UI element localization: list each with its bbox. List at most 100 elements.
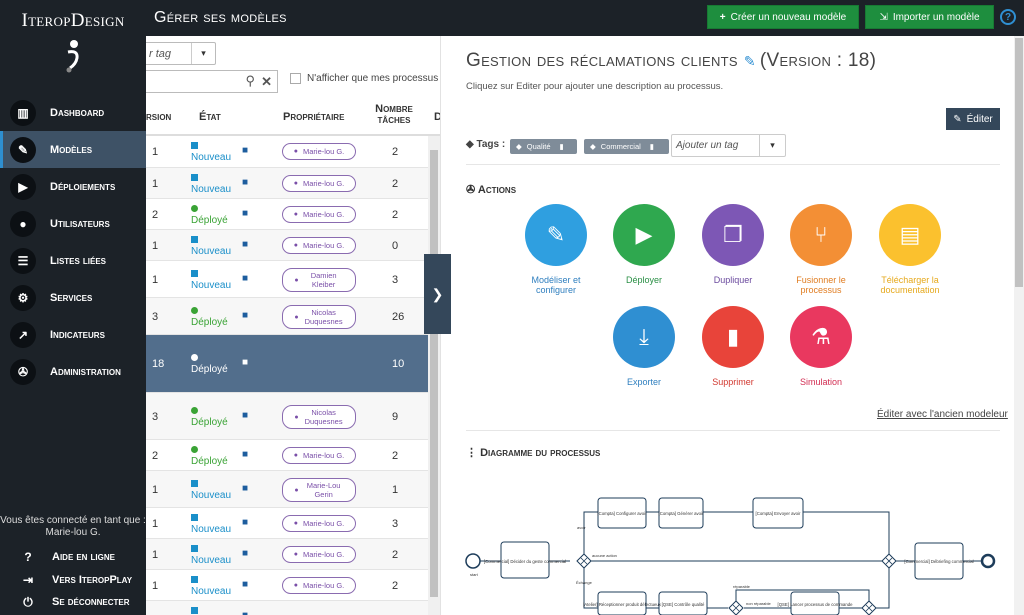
owner-badge[interactable]: ● Marie-lou G. (282, 237, 356, 254)
nav-deploiements[interactable]: ▶ Déploiements (0, 168, 146, 205)
scrollbar-thumb[interactable] (1015, 38, 1023, 287)
row-task-count: 9 (392, 411, 399, 423)
lock-icon[interactable]: ■ (242, 517, 249, 528)
only-mine-filter[interactable]: N'afficher que mes processus (290, 73, 438, 84)
collapse-panel-button[interactable]: ❯ (424, 254, 451, 334)
action-delete[interactable]: ▮ Supprimer (693, 306, 773, 387)
owner-badge[interactable]: ● Damien Kleiber (282, 268, 356, 292)
tags-icon: ◆ (466, 139, 477, 150)
col-owner[interactable]: Propriétaire (283, 111, 345, 123)
col-version[interactable]: rsion (146, 111, 172, 123)
logout-link[interactable]: ⏻ Se déconnecter (0, 591, 146, 613)
owner-badge[interactable]: ● Marie-lou G. (282, 447, 356, 464)
nav-label: Utilisateurs (50, 217, 110, 230)
col-extra[interactable]: D (434, 111, 440, 123)
table-row[interactable]: 1 Nouveau ■ ● Marie-lou G. 2 (146, 539, 428, 570)
row-state-label: Déployé (191, 215, 228, 226)
table-row[interactable]: 1 Nouveau ■ ● Marie-lou G. 2 (146, 136, 428, 168)
trash-icon[interactable]: ▮ (649, 142, 654, 151)
row-state-label: Nouveau (191, 586, 232, 597)
add-tag-select[interactable]: Ajouter un tag ▾ (671, 134, 786, 157)
action-deploy[interactable]: ▶ Déployer (604, 204, 684, 285)
owner-badge[interactable]: ● Marie-Lou Gerin (282, 478, 356, 502)
status-dot-icon (191, 514, 198, 521)
old-editor-link[interactable]: Éditer avec l'ancien modeleur (877, 409, 1008, 420)
diagram-task-label: [Commercial] Débriefing commercial (904, 559, 973, 564)
lock-icon[interactable]: ■ (242, 177, 249, 188)
tag-filter-placeholder: r tag (149, 48, 172, 60)
list-scrollbar[interactable] (428, 136, 440, 615)
tag-chip: ◆ Commercial ▮ (584, 139, 669, 154)
lock-icon[interactable]: ■ (242, 273, 249, 284)
owner-badge[interactable]: ● Nicolas Duquesnes (282, 405, 356, 429)
table-row[interactable]: 3 Déployé ■ ● Nicolas Duquesnes 26 (146, 298, 428, 335)
table-row[interactable]: 1 Nouveau ■ ● Damien Kleiber 3 (146, 261, 428, 298)
row-state-label: Nouveau (191, 280, 232, 291)
lock-icon[interactable]: ■ (242, 548, 249, 559)
action-merge[interactable]: ⑂ Fusionner le processus (781, 204, 861, 295)
trash-icon[interactable]: ▮ (559, 142, 564, 151)
user-icon: ● (293, 148, 298, 155)
import-model-button[interactable]: ⇲ Importer un modèle (865, 5, 994, 29)
owner-badge[interactable]: ● Marie-lou G. (282, 546, 356, 563)
owner-badge[interactable]: ● Marie-lou G. (282, 143, 356, 160)
owner-badge[interactable]: ● Marie-lou G. (282, 577, 356, 594)
lock-icon[interactable]: ■ (242, 610, 248, 615)
nav-modeles[interactable]: ✎ Modèles (0, 131, 146, 168)
detail-scrollbar[interactable] (1014, 36, 1024, 615)
lock-icon[interactable]: ■ (242, 239, 249, 250)
main-nav: ▥ Dashboard ✎ Modèles ▶ Déploiements ● Utili… (0, 94, 146, 390)
clear-icon[interactable]: ✕ (261, 74, 272, 89)
action-export[interactable]: ⤓ Exporter (604, 306, 684, 387)
col-tasks[interactable]: Nombre tâches (375, 103, 413, 126)
action-duplicate[interactable]: ❐ Dupliquer (693, 204, 773, 285)
lock-icon[interactable]: ■ (242, 357, 249, 368)
table-row[interactable]: 1 Nouveau ■ ● Marie-lou G. 2 (146, 570, 428, 601)
scrollbar-thumb[interactable] (430, 150, 438, 597)
add-tag-placeholder: Ajouter un tag (676, 140, 739, 151)
pencil-icon[interactable]: ✎ (743, 53, 756, 69)
table-row[interactable]: ■ (146, 601, 428, 615)
table-row[interactable]: 3 Déployé ■ ● Nicolas Duquesnes 9 (146, 393, 428, 440)
iteropplay-link[interactable]: ⇥ Vers IteropPlay (0, 569, 146, 591)
lock-icon[interactable]: ■ (242, 208, 249, 219)
table-row[interactable]: 1 Nouveau ■ ● Marie-lou G. 2 (146, 168, 428, 199)
row-task-count: 2 (392, 146, 399, 158)
nav-indicateurs[interactable]: ↗ Indicateurs (0, 316, 146, 353)
lock-icon[interactable]: ■ (242, 483, 249, 494)
lock-icon[interactable]: ■ (242, 579, 249, 590)
owner-badge[interactable]: ● Marie-lou G. (282, 175, 356, 192)
help-online-link[interactable]: ? Aide en ligne (0, 546, 146, 568)
only-mine-checkbox[interactable] (290, 73, 301, 84)
nav-listes-liees[interactable]: ☰ Listes liées (0, 242, 146, 279)
nav-dashboard[interactable]: ▥ Dashboard (0, 94, 146, 131)
action-model[interactable]: ✎ Modéliser et configurer (516, 204, 596, 295)
process-diagram[interactable]: start [Commercial] Décider du ge (463, 464, 1003, 615)
edit-button[interactable]: ✎ Éditer (946, 108, 1000, 130)
owner-badge[interactable]: ● Marie-lou G. (282, 515, 356, 532)
table-row[interactable]: 2 Déployé ■ ● Marie-lou G. 2 (146, 440, 428, 471)
nav-administration[interactable]: ✇ Administration (0, 353, 146, 390)
tag-filter-select[interactable]: r tag ▾ (146, 42, 216, 65)
action-simulation[interactable]: ⚗ Simulation (781, 306, 861, 387)
action-documentation[interactable]: ▤ Télécharger la documentation (870, 204, 950, 295)
col-state[interactable]: État (199, 111, 221, 123)
table-row[interactable]: 18 Déployé ■ 10 (146, 335, 428, 393)
lock-icon[interactable]: ■ (242, 410, 249, 421)
nav-services[interactable]: ⚙ Services (0, 279, 146, 316)
table-row[interactable]: 1 Nouveau ■ ● Marie-lou G. 0 (146, 230, 428, 261)
owner-badge[interactable]: ● Marie-lou G. (282, 206, 356, 223)
page-title: Gérer ses modèles (154, 9, 287, 26)
create-model-button[interactable]: + Créer un nouveau modèle (707, 5, 859, 29)
search-input[interactable]: ⚲ ✕ (146, 70, 278, 93)
lock-icon[interactable]: ■ (242, 310, 249, 321)
diagram-task-label: [QSE] Contrôle qualité (662, 602, 705, 607)
lock-icon[interactable]: ■ (242, 145, 249, 156)
owner-badge[interactable]: ● Nicolas Duquesnes (282, 305, 356, 329)
lock-icon[interactable]: ■ (242, 449, 249, 460)
table-row[interactable]: 1 Nouveau ■ ● Marie-Lou Gerin 1 (146, 471, 428, 508)
table-row[interactable]: 1 Nouveau ■ ● Marie-lou G. 3 (146, 508, 428, 539)
table-row[interactable]: 2 Déployé ■ ● Marie-lou G. 2 (146, 199, 428, 230)
nav-utilisateurs[interactable]: ● Utilisateurs (0, 205, 146, 242)
help-icon[interactable]: ? (1000, 9, 1016, 25)
